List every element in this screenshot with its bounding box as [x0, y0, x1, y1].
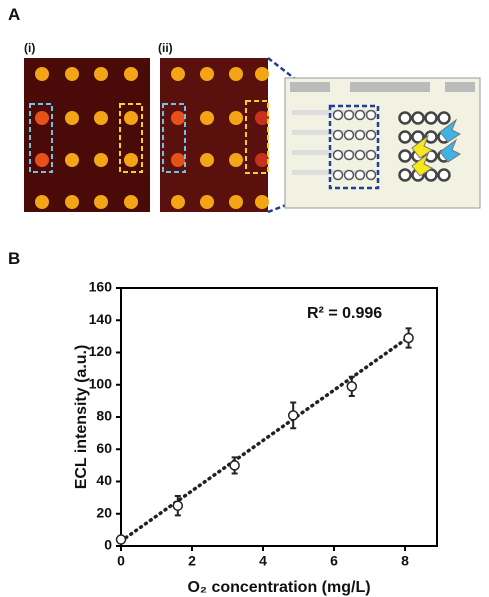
spot: [171, 153, 185, 167]
diagram: [285, 78, 480, 208]
spot: [255, 111, 269, 125]
figure: A (i) (ii) B 0 20 40 60 80 100 120 140 160 0 2 4 6 8 O…: [0, 0, 489, 597]
x-tick-label: 4: [259, 553, 267, 569]
y-tick-label: 40: [96, 472, 112, 488]
x-tick-label: 6: [330, 553, 338, 569]
electrode: [439, 170, 450, 181]
spot: [65, 195, 79, 209]
y-tick-label: 80: [96, 408, 112, 424]
spot: [255, 153, 269, 167]
data-point: [173, 501, 182, 510]
electrode: [400, 151, 411, 162]
spot: [94, 195, 108, 209]
data-point: [347, 382, 356, 391]
photo: [24, 58, 150, 212]
panel-label: A: [8, 5, 20, 24]
electrode: [345, 131, 354, 140]
electrode: [356, 131, 365, 140]
spot: [124, 67, 138, 81]
spot: [94, 153, 108, 167]
electrode: [334, 151, 343, 160]
diagram-bar: [290, 82, 330, 92]
electrode: [334, 131, 343, 140]
spot: [200, 195, 214, 209]
spot: [255, 195, 269, 209]
spot: [200, 111, 214, 125]
x-tick-label: 8: [401, 553, 409, 569]
fit-line: [121, 335, 412, 541]
spot: [124, 153, 138, 167]
electrode: [400, 170, 411, 181]
spot: [229, 111, 243, 125]
electrode: [345, 111, 354, 120]
spot: [35, 67, 49, 81]
spot: [94, 67, 108, 81]
image-label: (ii): [158, 41, 173, 55]
electrode: [400, 132, 411, 143]
spot: [65, 153, 79, 167]
image-label: (i): [24, 41, 35, 55]
spot: [124, 195, 138, 209]
spot: [229, 195, 243, 209]
data-point: [117, 535, 126, 544]
data-point: [230, 461, 239, 470]
chart: 0 20 40 60 80 100 120 140 160 0 2 4 6 8 O₂ concentrati…: [73, 279, 437, 596]
electrode: [345, 171, 354, 180]
electrode: [367, 131, 376, 140]
y-tick-label: 60: [96, 440, 112, 456]
electrode: [356, 151, 365, 160]
electrode: [439, 113, 450, 124]
y-tick-label: 160: [89, 279, 113, 295]
data-point: [289, 411, 298, 420]
diagram-bar: [350, 82, 430, 92]
spot: [200, 153, 214, 167]
electrode: [345, 151, 354, 160]
y-axis-label: ECL intensity (a.u.): [73, 345, 90, 490]
data-point: [404, 333, 413, 342]
spot: [171, 195, 185, 209]
y-tick-label: 0: [104, 537, 112, 553]
y-tick-label: 100: [89, 375, 113, 391]
electrode: [426, 113, 437, 124]
annotation: R² = 0.996: [307, 305, 382, 322]
electrode: [400, 113, 411, 124]
electrode: [356, 171, 365, 180]
spot: [255, 67, 269, 81]
spot: [124, 111, 138, 125]
electrode: [413, 113, 424, 124]
spot: [200, 67, 214, 81]
spot: [35, 153, 49, 167]
spot: [94, 111, 108, 125]
electrode: [367, 151, 376, 160]
spot: [229, 153, 243, 167]
y-tick-label: 120: [89, 343, 113, 359]
diagram-bar: [445, 82, 475, 92]
spot: [171, 111, 185, 125]
electrode: [367, 171, 376, 180]
y-tick-label: 140: [89, 311, 113, 327]
y-tick-label: 20: [96, 504, 112, 520]
spot: [35, 111, 49, 125]
spot: [65, 67, 79, 81]
x-tick-label: 0: [117, 553, 125, 569]
electrode: [356, 111, 365, 120]
x-axis-label: O₂ concentration (mg/L): [187, 579, 370, 596]
electrode: [334, 111, 343, 120]
electrode: [367, 111, 376, 120]
spot: [65, 111, 79, 125]
plot-frame: [121, 288, 437, 546]
spot: [229, 67, 243, 81]
spot: [171, 67, 185, 81]
photo: [160, 58, 268, 212]
x-tick-label: 2: [188, 553, 196, 569]
panel-label: B: [8, 249, 20, 268]
spot: [35, 195, 49, 209]
electrode: [334, 171, 343, 180]
